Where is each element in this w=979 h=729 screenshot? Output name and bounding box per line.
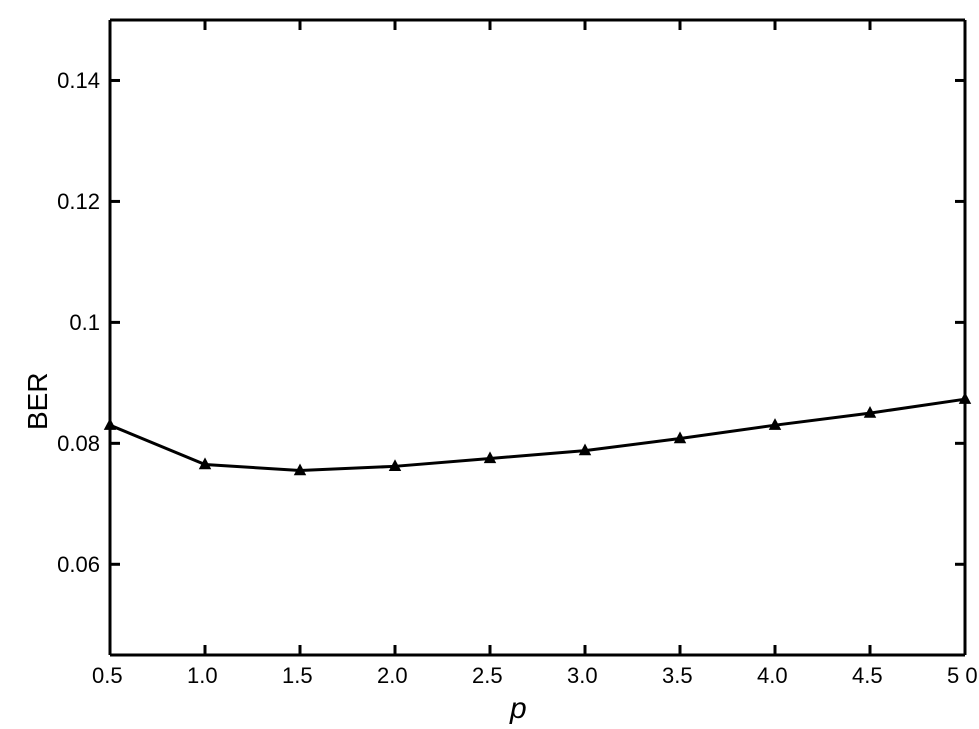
x-tick-label: 3.0	[567, 663, 598, 689]
x-axis-label: p	[510, 692, 527, 726]
chart-svg	[0, 0, 979, 729]
y-axis-label: BER	[22, 372, 54, 430]
x-tick-label: 1.0	[187, 663, 218, 689]
y-tick-label: 0.14	[57, 68, 100, 94]
x-tick-label: 0.5	[92, 663, 123, 689]
x-tick-label: 2.5	[472, 663, 503, 689]
y-tick-label: 0.08	[57, 431, 100, 457]
x-tick-label: 1.5	[282, 663, 313, 689]
ber-chart: BER p 0.5 1.0 1.5 2.0 2.5 3.0 3.5 4.0 4.5 5 0 0.06…	[0, 0, 979, 729]
x-tick-label: 4.5	[852, 663, 883, 689]
y-tick-label: 0.12	[57, 189, 100, 215]
x-tick-label: 3.5	[662, 663, 693, 689]
x-tick-label: 2.0	[377, 663, 408, 689]
y-tick-label: 0.1	[69, 310, 100, 336]
y-tick-label: 0.06	[57, 552, 100, 578]
x-tick-label: 4.0	[757, 663, 788, 689]
x-tick-label: 5 0	[947, 663, 978, 689]
